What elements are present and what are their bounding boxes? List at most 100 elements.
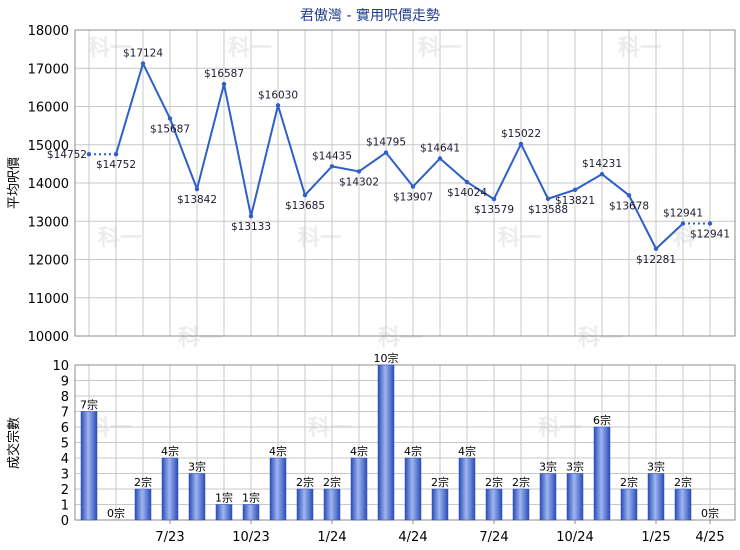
watermark-text: 科一 — [618, 36, 662, 61]
count-data-label: 2宗 — [134, 475, 152, 489]
price-y-tick-label: 10000 — [28, 330, 69, 345]
count-data-label: 4宗 — [404, 444, 422, 458]
count-bar — [404, 457, 422, 521]
price-data-label: $17124 — [123, 48, 163, 60]
price-data-label: $13678 — [609, 200, 649, 212]
price-data-label: $12941 — [690, 229, 730, 241]
price-line-series — [89, 63, 710, 250]
count-y-tick-label: 8 — [61, 390, 69, 405]
price-line-segment — [169, 118, 198, 190]
count-bar — [350, 457, 368, 521]
count-bar — [323, 488, 341, 521]
count-bar — [620, 488, 638, 521]
count-y-tick-label: 10 — [52, 359, 69, 374]
count-data-label: 10宗 — [374, 351, 399, 365]
count-data-labels: 7宗 0宗 2宗 4宗 3宗 1宗 1宗 4宗 2宗 2宗 4宗 10宗 4宗 2宗 4宗 2宗 2宗 3宗 3宗 6… — [80, 351, 719, 520]
price-point — [653, 246, 659, 251]
count-data-label: 4宗 — [269, 444, 287, 458]
price-point — [707, 221, 713, 226]
x-tick-label: 10/23 — [232, 530, 269, 545]
price-y-tick-label: 15000 — [28, 139, 69, 154]
count-bar — [593, 426, 611, 521]
price-panel: 10000 11000 12000 13000 14000 15000 16000 17000… — [28, 24, 736, 345]
count-y-tick-label: 2 — [61, 483, 69, 498]
count-bar — [215, 504, 233, 521]
count-data-label: 1宗 — [242, 491, 260, 505]
price-point — [113, 152, 119, 157]
count-data-label: 2宗 — [512, 475, 530, 489]
count-bar — [80, 411, 98, 521]
price-line-segment — [223, 83, 252, 217]
count-y-tick-label: 0 — [61, 514, 69, 529]
price-points — [86, 61, 713, 251]
price-y-tick-label: 12000 — [28, 254, 69, 269]
price-point — [383, 150, 389, 155]
count-data-label: 2宗 — [296, 475, 314, 489]
watermark-text: 科一 — [88, 36, 132, 61]
count-y-tick-label: 7 — [61, 406, 69, 421]
price-data-label: $15687 — [150, 123, 190, 135]
x-tick-label: 1/25 — [641, 530, 670, 545]
chart-title: 君傲灣 - 實用呎價走勢 — [300, 7, 440, 24]
price-point — [491, 196, 497, 202]
count-data-label: 0宗 — [107, 506, 125, 520]
count-data-label: 3宗 — [647, 460, 665, 474]
price-line-segment — [196, 83, 225, 190]
x-tick-label: 4/24 — [398, 530, 427, 545]
price-data-label: $14752 — [47, 149, 87, 161]
count-data-label: 4宗 — [350, 444, 368, 458]
price-data-label: $16030 — [258, 89, 298, 101]
price-y-ticks: 10000 11000 12000 13000 14000 15000 16000 17000… — [28, 24, 69, 345]
price-data-label: $14302 — [339, 176, 379, 188]
x-tick-label: 7/23 — [155, 530, 184, 545]
price-point — [464, 179, 470, 185]
price-data-label: $14435 — [312, 150, 352, 162]
count-bar — [269, 457, 287, 521]
price-line-segment — [142, 63, 171, 119]
price-y-tick-label: 14000 — [28, 177, 69, 192]
watermark-text: 科一 — [578, 326, 622, 351]
price-data-label: $13133 — [231, 221, 271, 233]
price-plot-frame — [74, 29, 736, 337]
count-bar — [647, 473, 665, 521]
count-y-tick-label: 5 — [61, 437, 69, 452]
count-bar — [188, 473, 206, 521]
price-line-segment — [331, 165, 360, 173]
price-data-label: $14231 — [582, 158, 622, 170]
count-data-label: 2宗 — [620, 475, 638, 489]
count-data-label: 7宗 — [80, 398, 98, 412]
price-data-label: $13588 — [528, 204, 568, 216]
count-data-label: 3宗 — [539, 460, 557, 474]
price-data-label: $12941 — [663, 208, 703, 220]
count-data-label: 4宗 — [161, 444, 179, 458]
count-bars — [80, 364, 692, 521]
x-tick-label: 10/24 — [556, 530, 593, 545]
count-bar — [566, 473, 584, 521]
price-point — [221, 81, 227, 87]
price-data-label: $15022 — [501, 128, 541, 140]
price-y-tick-label: 18000 — [28, 24, 69, 39]
price-line-segment — [412, 157, 441, 188]
price-line-segment — [628, 194, 657, 250]
price-point — [302, 192, 308, 198]
price-point — [680, 221, 686, 226]
price-y-tick-label: 13000 — [28, 215, 69, 230]
price-line-segment — [493, 143, 522, 200]
price-point — [572, 187, 578, 193]
price-point — [329, 164, 335, 169]
price-y-tick-label: 16000 — [28, 101, 69, 116]
count-y-tick-label: 4 — [61, 452, 69, 467]
price-point — [275, 103, 281, 108]
price-data-label: $13579 — [474, 204, 514, 216]
price-line-segment — [520, 143, 549, 200]
price-data-label: $14641 — [420, 142, 460, 154]
count-data-label: 6宗 — [593, 413, 611, 427]
price-point — [599, 171, 605, 177]
price-line-segment — [547, 188, 576, 200]
price-point — [410, 184, 416, 189]
